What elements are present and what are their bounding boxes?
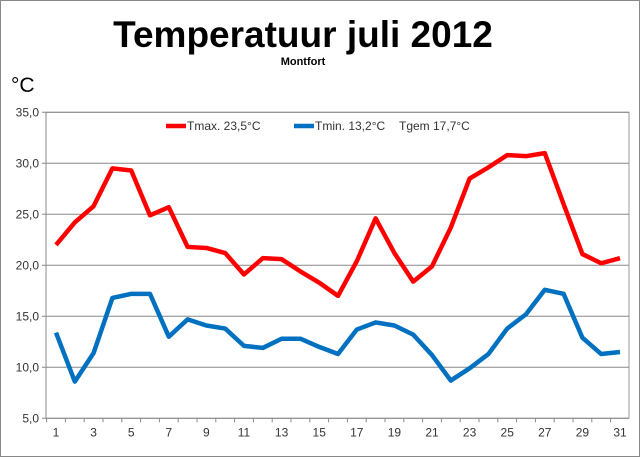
x-tick-label: 7 — [165, 425, 172, 439]
y-tick-label: 10,0 — [16, 360, 40, 374]
x-tick-label: 9 — [203, 425, 210, 439]
x-tick-label: 19 — [388, 425, 402, 439]
x-tick-label: 5 — [128, 425, 135, 439]
y-tick-label: 15,0 — [16, 309, 40, 323]
x-tick-label: 1 — [53, 425, 60, 439]
x-tick-label: 15 — [313, 425, 327, 439]
chart-title: Temperatuur juli 2012 — [113, 14, 493, 55]
x-tick-label: 25 — [501, 425, 515, 439]
y-tick-label: 30,0 — [16, 156, 40, 170]
chart-subtitle: Montfort — [280, 56, 326, 68]
series-line-tmin — [53, 287, 621, 384]
x-tick-label: 17 — [350, 425, 364, 439]
y-tick-label: 20,0 — [16, 258, 40, 272]
x-tick-label: 27 — [538, 425, 552, 439]
series-line-tmax — [54, 150, 621, 299]
x-tick-label: 11 — [238, 425, 251, 439]
x-tick-label: 21 — [425, 425, 439, 439]
legend-label-tgem: Tgem 17,7°C — [399, 119, 470, 133]
x-tick-label: 29 — [576, 425, 590, 439]
legend-label-tmax: Tmax. 23,5°C — [187, 119, 261, 133]
y-axis-unit-label: °C — [11, 74, 35, 97]
x-tick-label: 23 — [463, 425, 477, 439]
y-tick-label: 35,0 — [16, 105, 40, 119]
y-tick-label: 5,0 — [22, 411, 39, 425]
x-tick-label: 3 — [90, 425, 97, 439]
x-tick-label: 31 — [613, 425, 627, 439]
y-tick-label: 25,0 — [16, 207, 40, 221]
x-tick-label: 13 — [275, 425, 289, 439]
legend-label-tmin: Tmin. 13,2°C — [315, 119, 385, 133]
